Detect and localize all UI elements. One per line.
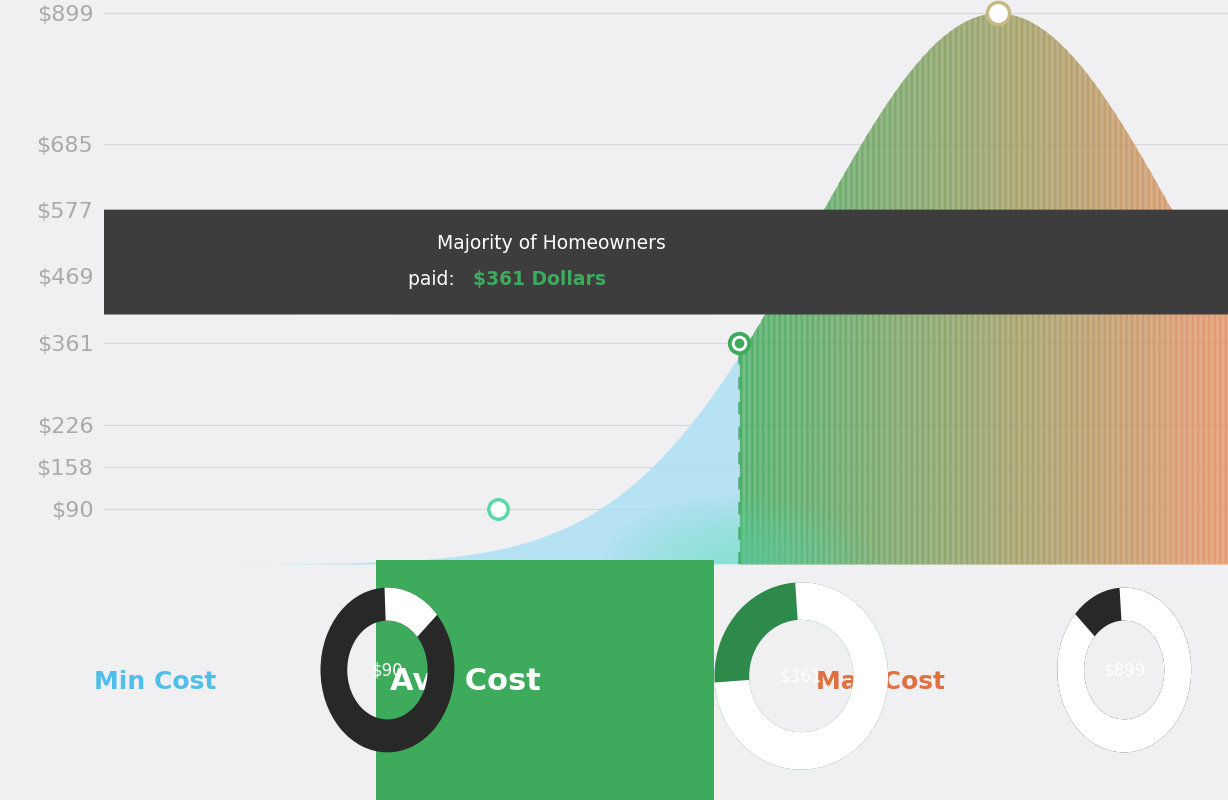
Wedge shape — [715, 582, 888, 770]
Text: Majority of Homeowners: Majority of Homeowners — [437, 234, 666, 253]
Polygon shape — [711, 248, 736, 276]
Wedge shape — [1057, 588, 1191, 752]
FancyBboxPatch shape — [0, 210, 1228, 314]
Text: Avg Cost: Avg Cost — [389, 667, 540, 697]
Text: $361: $361 — [780, 667, 823, 685]
Text: $899: $899 — [1103, 661, 1146, 679]
Text: Max Cost: Max Cost — [815, 670, 944, 694]
Text: $90: $90 — [372, 661, 403, 679]
Text: paid:: paid: — [408, 270, 460, 289]
Text: $361 Dollars: $361 Dollars — [473, 270, 605, 289]
FancyBboxPatch shape — [376, 536, 713, 800]
Wedge shape — [715, 582, 888, 770]
Text: Min Cost: Min Cost — [93, 670, 216, 694]
Wedge shape — [384, 588, 437, 637]
Wedge shape — [1057, 588, 1191, 752]
Wedge shape — [321, 588, 454, 752]
